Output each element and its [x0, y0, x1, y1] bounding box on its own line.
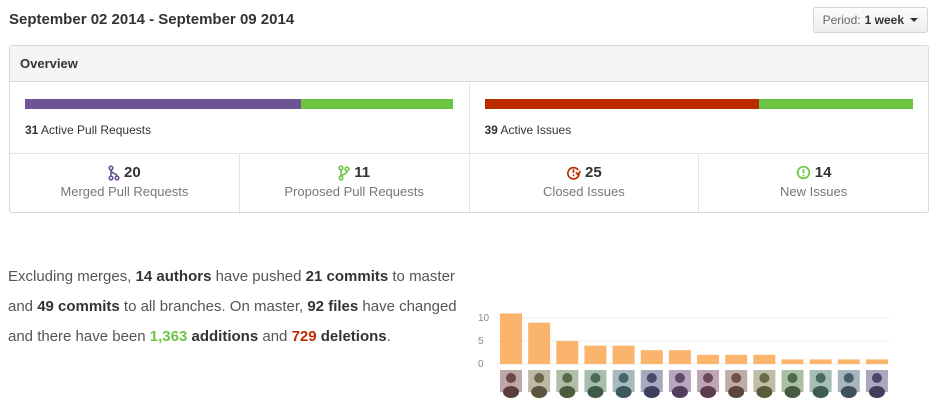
bar [500, 313, 522, 364]
overview-bars: 31 Active Pull Requests 39 Active Issues [10, 82, 928, 154]
author-avatar[interactable] [640, 370, 663, 398]
issue-closed-icon [567, 166, 582, 180]
overview-stats: 20 Merged Pull Requests 11 Proposed Pull… [10, 154, 928, 214]
summary-text: . [386, 328, 391, 345]
issue-opened-icon [796, 165, 810, 180]
bar [865, 359, 888, 364]
author-avatar[interactable] [500, 370, 522, 398]
active-pull-requests-label: Active Pull Requests [41, 123, 152, 137]
new-segment [759, 99, 913, 109]
summary-text: and [258, 328, 292, 345]
pull-requests-summary[interactable]: 31 Active Pull Requests [10, 82, 469, 153]
active-pull-requests-count: 31 [25, 123, 39, 137]
date-range: September 02 2014 - September 09 2014 [9, 11, 295, 28]
active-issues-count: 39 [484, 123, 498, 137]
author-avatar[interactable] [809, 370, 832, 398]
summary-text: to master and [8, 268, 455, 315]
bar [753, 354, 776, 364]
deletions-label: deletions [320, 328, 387, 345]
active-issues: 39 Active Issues [485, 123, 572, 137]
pull-requests-bar [25, 99, 454, 109]
bar [725, 354, 748, 364]
contribution-summary: Excluding merges, 14 authors have pushed… [8, 262, 458, 352]
files-count: 92 files [307, 298, 359, 315]
author-avatar[interactable] [612, 370, 635, 398]
stat-merged[interactable]: 20 Merged Pull Requests [10, 154, 239, 214]
authors-count[interactable]: 14 authors [135, 268, 212, 285]
summary-text: have changed and there have been [8, 298, 457, 345]
bar [640, 350, 663, 364]
master-commits-count: 21 commits [305, 268, 389, 285]
period-value: 1 week [864, 13, 904, 27]
new-label: New Issues [780, 184, 848, 199]
y-tick-label: 5 [478, 336, 484, 347]
stat-proposed[interactable]: 11 Proposed Pull Requests [238, 154, 469, 214]
author-avatar[interactable] [584, 370, 607, 398]
bar [528, 322, 551, 364]
merged-segment [25, 99, 302, 109]
additions-count: 1,363 [149, 328, 188, 345]
merged-count: 20 [124, 164, 141, 181]
summary-text: to all branches. On master, [119, 298, 308, 315]
author-avatar[interactable] [753, 370, 776, 398]
summary-text: have pushed [211, 268, 306, 285]
bar [612, 345, 635, 364]
stat-closed[interactable]: 25 Closed Issues [468, 154, 699, 214]
commits-by-author-chart: 10 5 0 [478, 313, 890, 398]
bar [668, 350, 691, 364]
merge-icon [108, 164, 120, 181]
bar [697, 354, 720, 364]
bar [809, 359, 832, 364]
author-avatar[interactable] [556, 370, 579, 398]
closed-count: 25 [585, 164, 602, 181]
author-avatar[interactable] [697, 370, 720, 398]
all-commits-count: 49 commits [37, 298, 120, 315]
branch-icon [338, 164, 350, 181]
period-label: Period: [822, 13, 861, 27]
overview-panel: Overview 31 Active Pull Requests 39 Acti… [9, 45, 929, 214]
active-pull-requests: 31 Active Pull Requests [25, 123, 151, 137]
y-tick-label: 10 [478, 313, 490, 324]
author-avatar[interactable] [725, 370, 748, 398]
bar [584, 345, 607, 364]
author-avatar[interactable] [837, 370, 860, 398]
author-avatar[interactable] [668, 370, 691, 398]
summary-text: Excluding merges, [8, 268, 136, 285]
issues-bar [484, 99, 914, 109]
y-tick-label: 0 [478, 359, 484, 370]
merged-label: Merged Pull Requests [60, 184, 189, 199]
additions-label: additions [187, 328, 259, 345]
closed-label: Closed Issues [543, 184, 625, 199]
proposed-count: 11 [354, 164, 371, 181]
proposed-segment [301, 99, 454, 109]
author-avatar[interactable] [865, 370, 888, 398]
author-avatar[interactable] [528, 370, 551, 398]
overview-header: Overview [10, 46, 928, 82]
stat-new[interactable]: 14 New Issues [698, 154, 928, 214]
author-avatar[interactable] [781, 370, 804, 398]
proposed-label: Proposed Pull Requests [284, 184, 424, 199]
bar [781, 359, 804, 364]
issues-summary[interactable]: 39 Active Issues [468, 82, 929, 153]
caret-down-icon [910, 18, 918, 22]
new-count: 14 [814, 164, 832, 181]
deletions-count: 729 [291, 328, 317, 345]
bar [837, 359, 860, 364]
closed-segment [484, 99, 760, 109]
active-issues-label: Active Issues [500, 123, 572, 137]
bar [556, 341, 579, 364]
period-button[interactable]: Period: 1 week [812, 7, 928, 33]
